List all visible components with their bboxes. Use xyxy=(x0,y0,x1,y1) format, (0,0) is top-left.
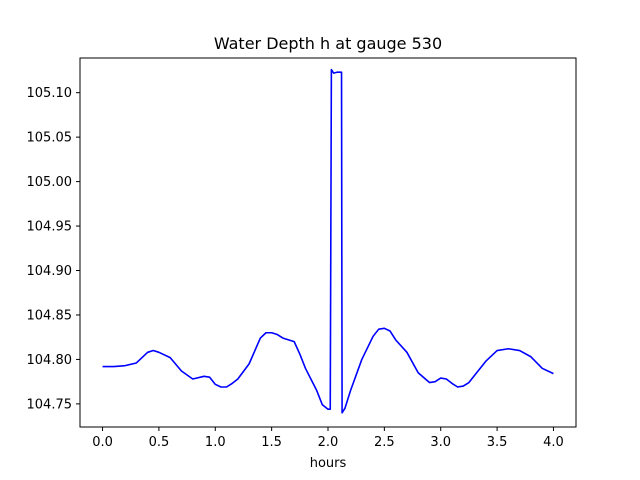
x-tick-label: 2.5 xyxy=(374,435,395,450)
chart-title: Water Depth h at gauge 530 xyxy=(214,34,442,53)
y-tick-label: 104.75 xyxy=(27,397,73,412)
x-tick-label: 4.0 xyxy=(543,435,564,450)
x-tick-label: 3.5 xyxy=(487,435,508,450)
x-axis-label: hours xyxy=(310,456,347,471)
y-tick-label: 104.95 xyxy=(27,220,73,235)
x-axis: 0.0 0.5 1.0 1.5 2.0 2.5 3.0 3.5 4.0 xyxy=(92,427,564,450)
y-tick-label: 104.80 xyxy=(27,353,73,368)
y-tick-label: 104.90 xyxy=(27,264,73,279)
series-line xyxy=(102,68,554,414)
x-tick-label: 1.0 xyxy=(205,435,226,450)
y-tick-label: 104.85 xyxy=(27,308,73,323)
x-tick-label: 0.0 xyxy=(92,435,113,450)
y-tick-label: 105.10 xyxy=(27,86,73,101)
plot-background xyxy=(80,58,576,427)
x-tick-label: 1.5 xyxy=(261,435,282,450)
y-tick-label: 105.00 xyxy=(27,175,73,190)
x-tick-label: 3.0 xyxy=(430,435,451,450)
y-axis: 104.75 104.80 104.85 104.90 104.95 105.00 105.… xyxy=(27,86,80,412)
x-tick-label: 0.5 xyxy=(149,435,170,450)
x-tick-label: 2.0 xyxy=(318,435,339,450)
y-tick-label: 105.05 xyxy=(27,131,73,146)
series-layer xyxy=(102,68,554,414)
